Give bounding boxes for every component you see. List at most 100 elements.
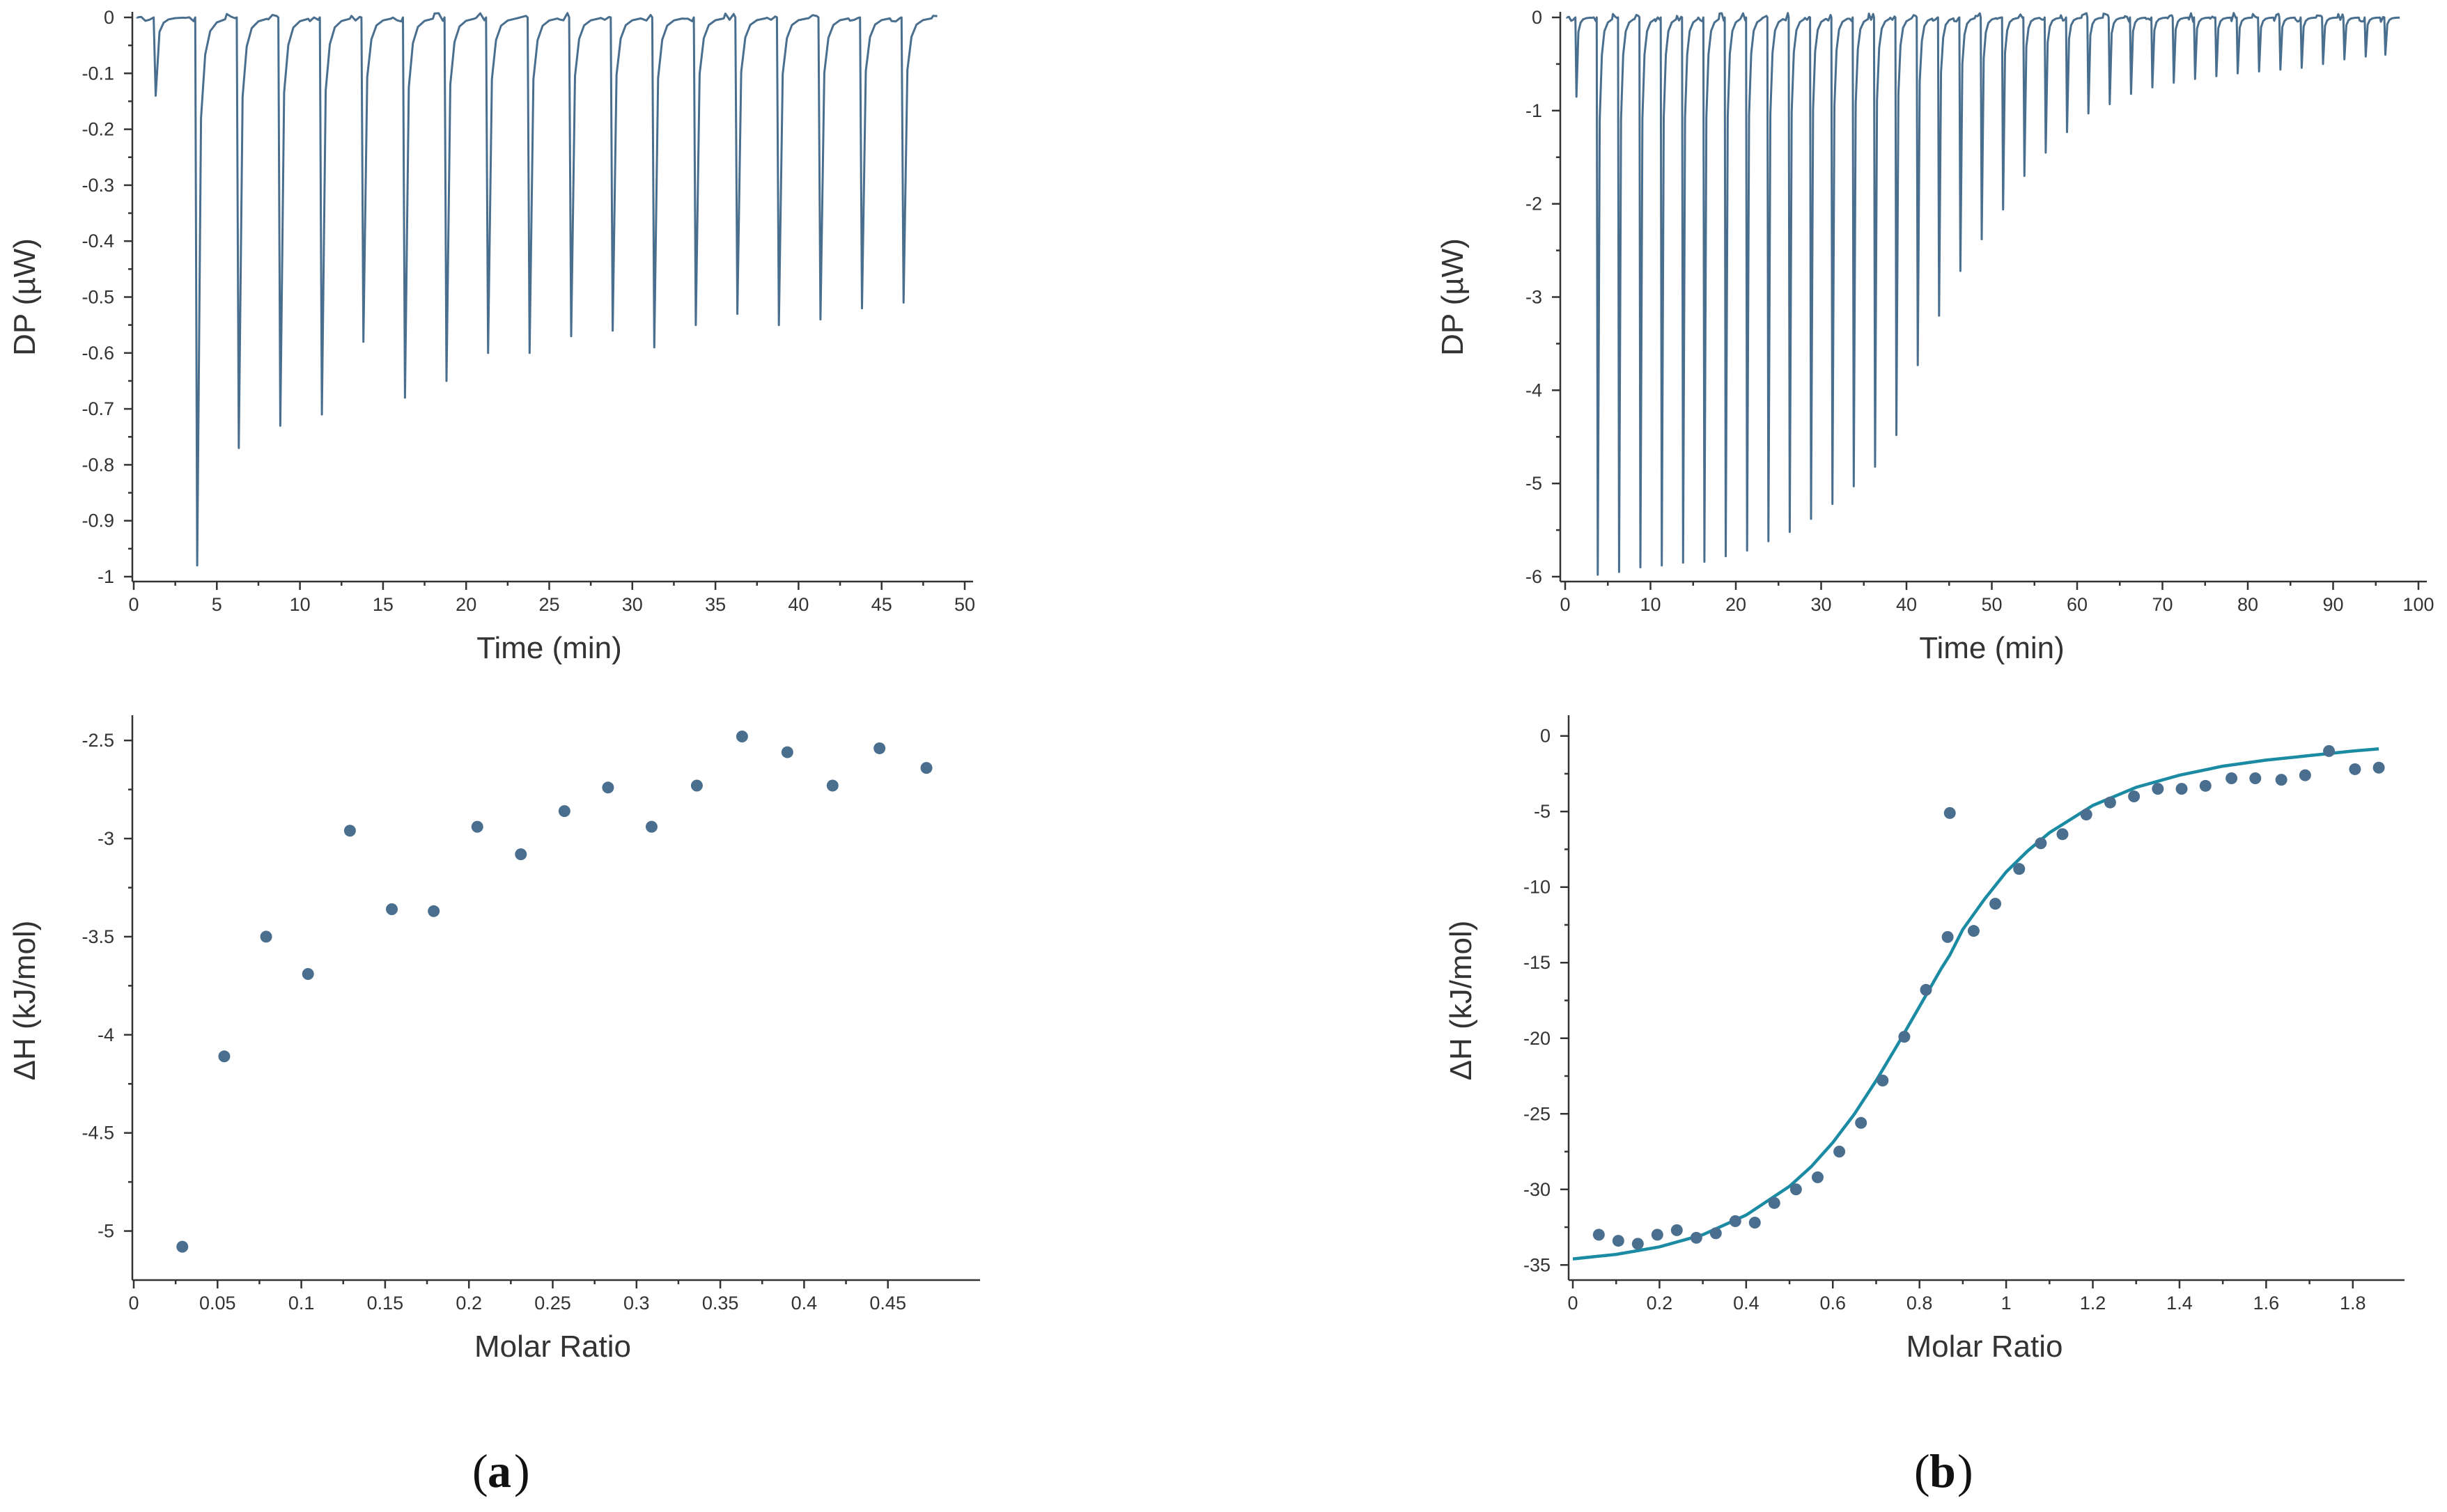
data-point: [2225, 772, 2238, 784]
panel-label-a: a: [488, 1444, 511, 1497]
data-point: [1920, 983, 1932, 996]
y-tick-label: -5: [98, 1221, 114, 1242]
y-tick-label: 0: [1532, 7, 1542, 28]
x-tick-label: 10: [1640, 594, 1661, 615]
x-tick-label: 0.2: [1647, 1293, 1673, 1314]
x-tick-label: 80: [2237, 594, 2258, 615]
data-point: [2080, 809, 2092, 821]
data-point: [2175, 783, 2188, 795]
y-tick-label: -3.5: [81, 926, 114, 947]
y-tick-label: -3: [1525, 287, 1542, 308]
data-point: [645, 820, 658, 833]
y-tick-label: -2.5: [81, 730, 114, 751]
data-point: [2104, 796, 2116, 809]
data-point: [1631, 1238, 1644, 1250]
x-tick-label: 15: [373, 594, 394, 615]
y-axis-title: ΔH (kJ/mol): [8, 921, 42, 1081]
x-tick-label: 0: [128, 1293, 139, 1314]
data-point: [1811, 1171, 1824, 1183]
data-point: [176, 1240, 189, 1253]
x-tick-label: 35: [705, 594, 726, 615]
x-tick-label: 30: [1810, 594, 1831, 615]
y-tick-label: -20: [1523, 1028, 1551, 1049]
x-tick-label: 0.35: [702, 1293, 739, 1314]
data-point: [2299, 769, 2311, 781]
x-tick-label: 0: [128, 594, 139, 615]
data-point: [2056, 828, 2069, 841]
data-point: [736, 731, 748, 743]
x-tick-label: 5: [212, 594, 222, 615]
data-point: [2275, 774, 2287, 786]
data-point: [2372, 761, 2385, 774]
y-tick-label: -5: [1534, 801, 1551, 822]
data-point: [1943, 806, 1956, 819]
panel-label-b: b: [1929, 1444, 1956, 1497]
x-tick-label: 0.8: [1906, 1293, 1933, 1314]
x-tick-label: 1: [2001, 1293, 2012, 1314]
y-tick-label: -10: [1523, 877, 1551, 898]
x-tick-label: 40: [1896, 594, 1917, 615]
x-tick-label: 1.2: [2080, 1293, 2106, 1314]
data-point: [558, 805, 570, 818]
x-tick-label: 25: [538, 594, 559, 615]
data-point: [1877, 1075, 1889, 1087]
data-point: [2323, 745, 2336, 757]
x-tick-label: 50: [1981, 594, 2002, 615]
y-tick-label: -0.3: [81, 175, 114, 196]
x-tick-label: 0.1: [288, 1293, 315, 1314]
data-point: [2152, 783, 2164, 795]
x-tick-label: 20: [456, 594, 476, 615]
y-tick-label: -5: [1525, 473, 1542, 494]
panel-label-a-close: ): [514, 1444, 530, 1497]
data-point: [1989, 898, 2002, 910]
x-tick-label: 0.4: [1733, 1293, 1759, 1314]
x-tick-label: 0: [1567, 1293, 1578, 1314]
y-tick-label: -0.1: [81, 63, 114, 84]
data-point: [1748, 1217, 1761, 1229]
x-tick-label: 0: [1560, 594, 1570, 615]
y-tick-label: -0.8: [81, 454, 114, 475]
y-tick-label: -3: [98, 828, 114, 849]
x-tick-label: 0.2: [456, 1293, 482, 1314]
x-tick-label: 100: [2402, 594, 2434, 615]
data-point: [218, 1050, 231, 1063]
x-axis-title: Time (min): [476, 631, 622, 665]
y-tick-label: -4: [98, 1024, 114, 1045]
x-tick-label: 30: [622, 594, 643, 615]
panel-label-a-open: (: [472, 1444, 488, 1497]
data-point: [471, 820, 483, 833]
x-tick-label: 60: [2067, 594, 2088, 615]
x-tick-label: 70: [2152, 594, 2173, 615]
x-tick-label: 0.25: [534, 1293, 571, 1314]
y-tick-label: -0.5: [81, 287, 114, 308]
y-tick-label: 0: [1540, 726, 1551, 747]
x-tick-label: 0.4: [791, 1293, 818, 1314]
data-point: [1855, 1116, 1867, 1129]
y-tick-label: -0.4: [81, 231, 114, 251]
data-point: [386, 903, 398, 915]
data-point: [781, 746, 793, 758]
data-point: [1690, 1231, 1702, 1244]
y-tick-label: -4: [1525, 380, 1542, 400]
data-point: [1592, 1229, 1605, 1241]
data-point: [602, 781, 614, 794]
data-point: [1612, 1235, 1624, 1247]
x-tick-label: 10: [290, 594, 311, 615]
x-tick-label: 0.6: [1819, 1293, 1846, 1314]
x-tick-label: 1.6: [2253, 1293, 2280, 1314]
x-axis-title: Molar Ratio: [474, 1330, 631, 1364]
data-point: [2035, 837, 2047, 850]
x-axis-title: Time (min): [1919, 631, 2065, 665]
x-tick-label: 40: [788, 594, 809, 615]
panel-label-b-open: (: [1914, 1444, 1930, 1497]
data-point: [1898, 1031, 1911, 1043]
x-tick-label: 20: [1725, 594, 1746, 615]
y-tick-label: -1: [1525, 100, 1542, 121]
data-point: [1729, 1215, 1741, 1227]
chart-a-top-itc-trace: 0 5 10 15 20 25 30 35 40 45 50 0 -0.1 -0.2 -0.3 -0.4 -0.…: [8, 7, 975, 665]
data-point: [1789, 1183, 1802, 1196]
data-point: [343, 825, 356, 837]
y-axis-title: DP (µW): [8, 238, 42, 356]
y-tick-label: -1: [98, 566, 114, 587]
